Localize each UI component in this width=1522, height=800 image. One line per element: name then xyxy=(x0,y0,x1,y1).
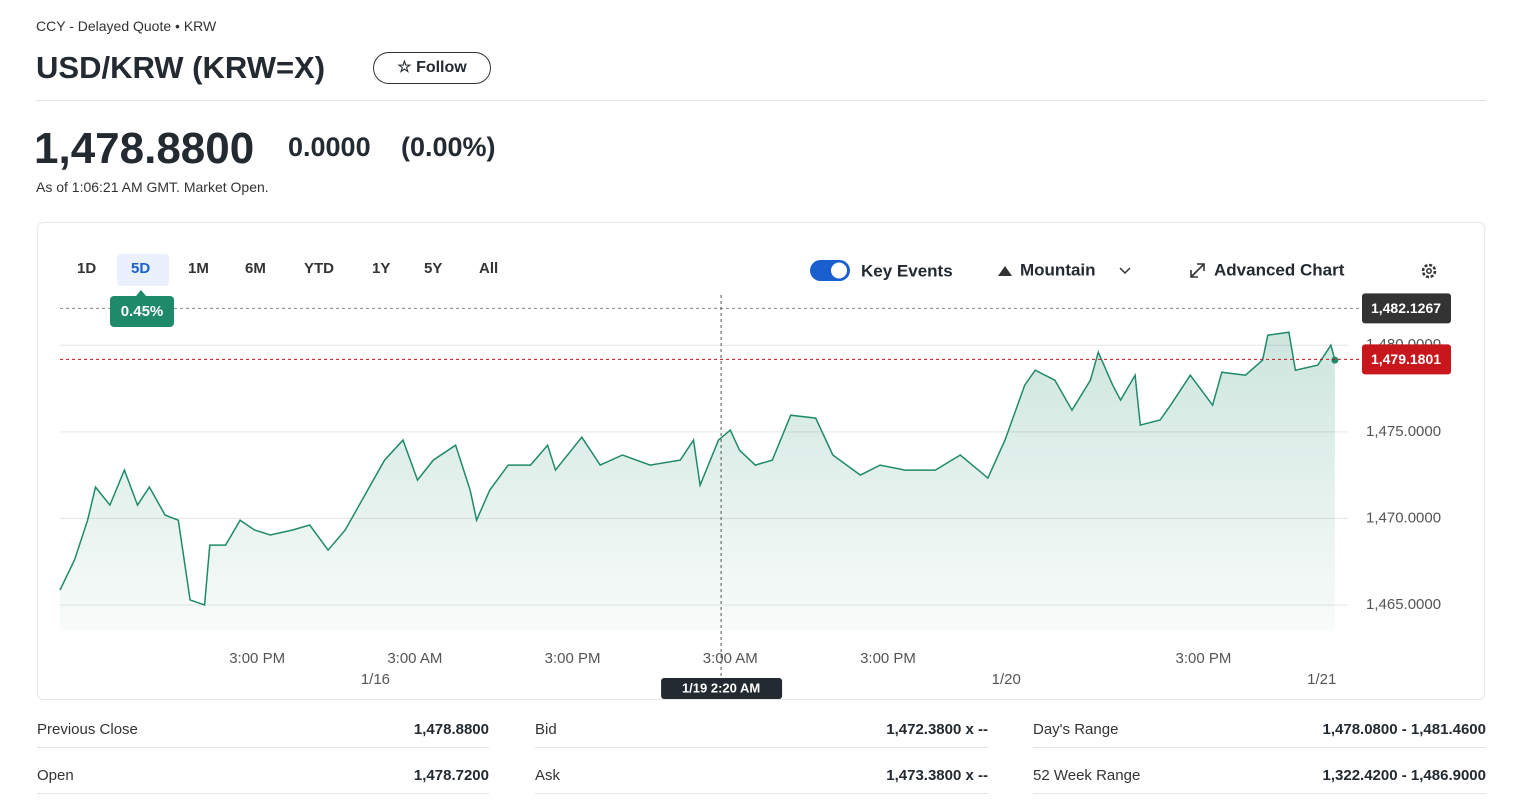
date-tick-label: 1/21 xyxy=(1307,671,1336,688)
price: 1,478.8800 xyxy=(34,124,255,173)
y-tick-label: 1,470.0000 xyxy=(1366,509,1441,526)
title: USD/KRW (KRW=X) xyxy=(36,50,326,85)
stat-divider xyxy=(1033,793,1486,794)
stat-label: 52 Week Range xyxy=(1033,767,1141,784)
change-percent: (0.00%) xyxy=(401,132,496,162)
mountain-icon xyxy=(998,266,1012,276)
range-highlight xyxy=(117,254,169,286)
stat-value: 1,322.4200 - 1,486.9000 xyxy=(1322,767,1486,784)
change-badge-pointer xyxy=(136,290,146,296)
price-label-box xyxy=(1362,293,1451,324)
stat-label: Bid xyxy=(535,721,557,738)
range-button[interactable]: All xyxy=(479,260,499,277)
stat-value: 1,478.7200 xyxy=(413,767,489,784)
range-button[interactable]: 6M xyxy=(245,260,266,277)
stat-value: 1,478.8800 xyxy=(413,721,489,738)
price-label: 1,482.1267 xyxy=(1371,300,1441,316)
y-tick-label: 1,465.0000 xyxy=(1366,596,1441,613)
stat-label: Open xyxy=(37,767,74,784)
price-line xyxy=(59,331,1336,607)
range-button[interactable]: 1D xyxy=(77,260,97,277)
divider xyxy=(36,100,1486,101)
chart-style[interactable]: Mountain xyxy=(1020,260,1096,279)
stat-divider xyxy=(37,747,489,748)
x-tick-label: 3:00 PM xyxy=(545,650,601,667)
last-point xyxy=(1331,356,1339,364)
price-label-box xyxy=(1362,344,1451,375)
date-tick-label: 1/20 xyxy=(992,671,1021,688)
settings-icon[interactable] xyxy=(1421,263,1437,279)
change-badge: 0.45% xyxy=(121,303,164,320)
follow-label: Follow xyxy=(416,59,467,76)
range-button[interactable]: 1Y xyxy=(372,260,391,277)
change-badge-box xyxy=(110,296,174,327)
stat-value: 1,473.3800 x -- xyxy=(886,767,988,784)
chart-card xyxy=(37,222,1485,700)
crosshair-label-box xyxy=(661,678,783,699)
x-tick-label: 3:00 AM xyxy=(387,650,442,667)
range-button[interactable]: 5Y xyxy=(424,260,443,277)
stat-label: Ask xyxy=(535,767,561,784)
advanced-chart[interactable]: Advanced Chart xyxy=(1214,260,1345,279)
range-button[interactable]: 1M xyxy=(188,260,209,277)
stat-divider xyxy=(535,793,988,794)
crosshair-label: 1/19 2:20 AM xyxy=(682,680,760,695)
stat-label: Day's Range xyxy=(1033,721,1119,738)
x-tick-label: 3:00 PM xyxy=(229,650,285,667)
change: 0.0000 xyxy=(288,132,371,162)
x-tick-label: 3:00 PM xyxy=(1175,650,1231,667)
x-tick-label: 3:00 PM xyxy=(860,650,916,667)
price-label: 1,479.1801 xyxy=(1371,351,1441,367)
stat-divider xyxy=(37,793,489,794)
range-button[interactable]: YTD xyxy=(304,260,334,277)
y-tick-label: 1,475.0000 xyxy=(1366,423,1441,440)
key-events[interactable]: Key Events xyxy=(861,261,953,280)
date-tick-label: 1/16 xyxy=(361,671,390,688)
follow-button[interactable]: ☆ Follow xyxy=(373,52,491,84)
stat-divider xyxy=(535,747,988,748)
stat-label: Previous Close xyxy=(37,721,138,738)
toggle-knob xyxy=(831,262,847,279)
chart: Key Events Mountain Advanced Chart 1,465… xyxy=(59,260,1451,699)
area-fill xyxy=(60,332,1335,631)
x-tick-label: 3:00 AM xyxy=(703,650,758,667)
range-button[interactable]: 5D xyxy=(131,260,151,277)
star-icon: ☆ xyxy=(397,59,417,76)
settings-icon-core xyxy=(1426,268,1432,274)
stat-divider xyxy=(1033,747,1486,748)
breadcrumb: CCY - Delayed Quote • KRW xyxy=(36,18,217,34)
as-of: As of 1:06:21 AM GMT. Market Open. xyxy=(36,179,269,195)
expand-icon xyxy=(1190,263,1205,278)
chevron xyxy=(1119,267,1131,275)
stat-value: 1,472.3800 x -- xyxy=(886,721,988,738)
stat-value: 1,478.0800 - 1,481.4600 xyxy=(1322,721,1486,738)
